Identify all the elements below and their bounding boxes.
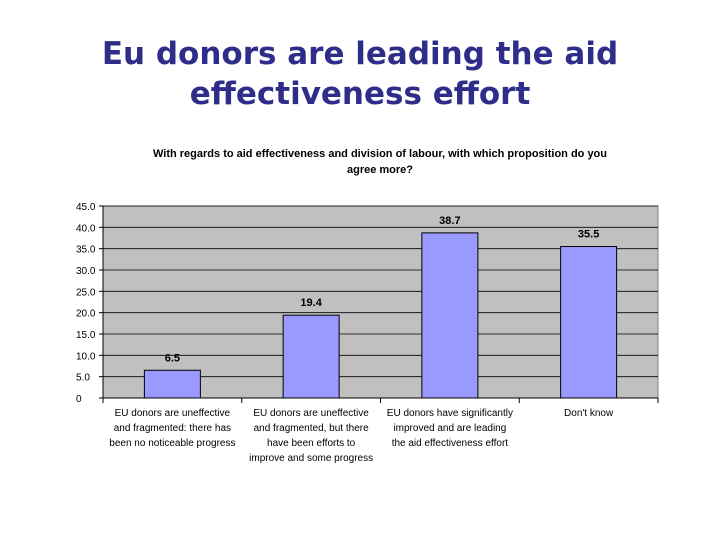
category-label-line: been no noticeable progress bbox=[109, 438, 235, 449]
data-label: 38.7 bbox=[439, 215, 460, 227]
y-tick-label: 0 bbox=[76, 394, 82, 405]
category-label-line: and fragmented: there has bbox=[114, 423, 231, 434]
bar bbox=[560, 246, 618, 399]
data-label: 19.4 bbox=[300, 297, 322, 309]
bar bbox=[282, 314, 340, 399]
y-tick-label: 20.0 bbox=[76, 309, 96, 320]
slide-title-line: effectiveness effort bbox=[189, 76, 531, 112]
category-label-line: Don't know bbox=[564, 408, 614, 419]
data-label: 35.5 bbox=[578, 229, 599, 241]
category-label-line: EU donors are uneffective bbox=[115, 408, 231, 419]
y-tick-label: 45.0 bbox=[76, 202, 96, 213]
slide-title-line: Eu donors are leading the aid bbox=[101, 36, 619, 72]
category-label-line: EU donors are uneffective bbox=[253, 408, 369, 419]
y-tick-label: 15.0 bbox=[76, 330, 96, 341]
chart-title: With regards to aid effectiveness and di… bbox=[100, 146, 660, 178]
chart-title-line: agree more? bbox=[346, 164, 414, 176]
category-label-line: have been efforts to bbox=[267, 438, 356, 449]
y-tick-label: 10.0 bbox=[76, 351, 96, 362]
category-label-line: the aid effectiveness effort bbox=[392, 438, 509, 449]
chart-title-line: With regards to aid effectiveness and di… bbox=[153, 148, 607, 160]
category-label: EU donors are uneffective and fragmented,… bbox=[249, 408, 373, 464]
y-tick-label: 25.0 bbox=[76, 287, 96, 298]
y-tick-label: 30.0 bbox=[76, 266, 96, 277]
category-label-line: EU donors have significantly bbox=[387, 408, 513, 419]
category-label-line: and fragmented, but there bbox=[254, 423, 370, 434]
category-label: EU donors have significantly improved and… bbox=[387, 408, 513, 449]
bar bbox=[421, 232, 479, 399]
category-label: Don't know bbox=[564, 408, 614, 419]
category-label: EU donors are uneffective and fragmented:… bbox=[109, 408, 235, 449]
category-label-line: improve and some progress bbox=[249, 453, 373, 464]
bar bbox=[143, 369, 201, 399]
slide-title: Eu donors are leading the aid effectiven… bbox=[0, 34, 720, 114]
y-tick-label: 35.0 bbox=[76, 245, 96, 256]
y-tick-label: 5.0 bbox=[76, 373, 90, 384]
category-label-line: improved and are leading bbox=[393, 423, 506, 434]
y-tick-label: 40.0 bbox=[76, 223, 96, 234]
data-label: 6.5 bbox=[165, 352, 180, 364]
